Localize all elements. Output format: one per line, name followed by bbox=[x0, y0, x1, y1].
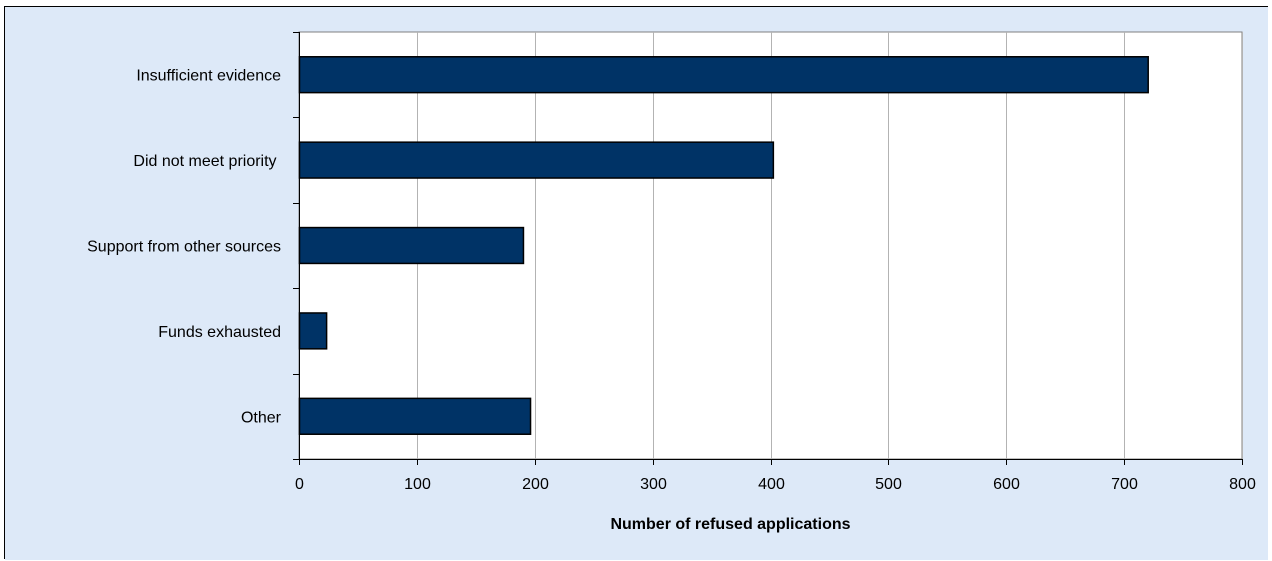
x-tick-label: 300 bbox=[640, 476, 667, 493]
x-tick-label: 600 bbox=[993, 476, 1020, 493]
bar bbox=[298, 312, 328, 350]
chart-frame: 0 100 200 300 400 500 600 700 800 Insufficient ev… bbox=[4, 6, 1268, 560]
x-tick-label: 200 bbox=[522, 476, 549, 493]
labels: 0 100 200 300 400 500 600 700 800 Insufficient ev… bbox=[87, 68, 1256, 493]
x-tick-label: 100 bbox=[404, 476, 431, 493]
x-axis-title: Number of refused applications bbox=[610, 516, 850, 533]
x-tick-label: 400 bbox=[758, 476, 785, 493]
gridlines bbox=[417, 32, 1243, 459]
y-category-label: Support from other sources bbox=[87, 239, 281, 256]
bar bbox=[298, 226, 525, 265]
x-tick-label: 0 bbox=[295, 476, 304, 493]
bar bbox=[298, 397, 532, 435]
y-category-label: Other bbox=[241, 409, 282, 426]
bar bbox=[298, 56, 1149, 94]
y-category-label: Did not meet priority bbox=[133, 153, 281, 170]
y-category-label: Insufficient evidence bbox=[136, 68, 281, 85]
y-category-label: Funds exhausted bbox=[158, 324, 281, 341]
axes bbox=[293, 32, 1243, 465]
bar bbox=[298, 141, 775, 179]
x-tick-label: 700 bbox=[1111, 476, 1138, 493]
x-tick-label: 800 bbox=[1229, 476, 1256, 493]
bar-chart: 0 100 200 300 400 500 600 700 800 Insufficient ev… bbox=[5, 7, 1268, 560]
x-tick-label: 500 bbox=[875, 476, 902, 493]
